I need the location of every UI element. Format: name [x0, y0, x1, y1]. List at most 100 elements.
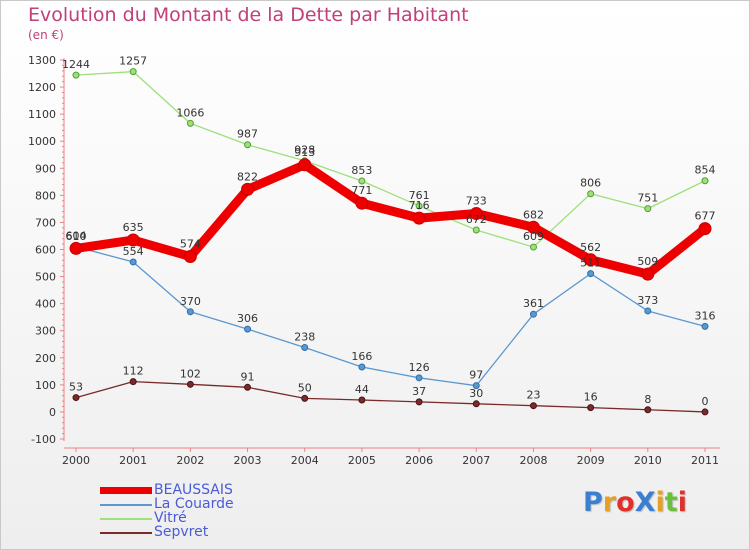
data-label: 8	[644, 393, 651, 406]
data-label: 1066	[176, 106, 204, 119]
logo-letter: P	[583, 487, 603, 518]
y-tick-label: 200	[35, 352, 56, 365]
legend-item-beaussais: BEAUSSAIS	[100, 482, 300, 498]
y-tick-label: 1000	[28, 135, 56, 148]
y-tick-label: 800	[35, 189, 56, 202]
data-point	[587, 404, 595, 412]
data-label: 306	[237, 312, 258, 325]
data-label: 716	[409, 199, 430, 212]
data-point	[186, 119, 194, 127]
data-point	[584, 253, 598, 267]
data-point	[415, 202, 423, 210]
data-point	[644, 406, 652, 414]
data-point	[301, 394, 309, 402]
data-point	[69, 241, 83, 255]
data-label: 574	[180, 238, 201, 251]
data-label: 511	[580, 257, 601, 270]
y-tick-label: 600	[35, 244, 56, 257]
data-label: 373	[637, 294, 658, 307]
chart-unit: (en €)	[28, 28, 64, 42]
data-point	[644, 307, 652, 315]
data-label: 238	[294, 330, 315, 343]
legend-item-sepvret: Sepvret	[100, 524, 300, 540]
data-label: 37	[412, 385, 426, 398]
data-label: 30	[469, 387, 483, 400]
series-line	[75, 246, 706, 387]
data-label: 562	[580, 241, 601, 254]
data-label: 928	[294, 144, 315, 157]
legend-item-la-couarde: La Couarde	[100, 496, 300, 512]
data-labels: 53 112 102 91 50 44 37 30 23 16 8 0 610 554 370 306 238 1…	[62, 55, 716, 408]
logo-letter: i	[655, 487, 665, 518]
x-tick-label: 2005	[348, 454, 376, 467]
data-point	[698, 222, 712, 236]
data-label: 166	[351, 350, 372, 363]
data-label: 91	[241, 370, 255, 383]
data-point	[72, 394, 80, 402]
data-label: 97	[469, 369, 483, 382]
data-label: 0	[702, 395, 709, 408]
data-label: 987	[237, 128, 258, 141]
x-tick-label: 2010	[634, 454, 662, 467]
legend-label: Sepvret	[154, 524, 209, 540]
data-point	[186, 380, 194, 388]
data-point	[358, 396, 366, 404]
logo-letter: r	[602, 487, 617, 518]
data-label: 672	[466, 213, 487, 226]
data-point	[129, 378, 137, 386]
y-tick-label: 1300	[28, 54, 56, 67]
data-point	[587, 190, 595, 198]
y-tick-label: 400	[35, 298, 56, 311]
y-tick-label: 1100	[28, 108, 56, 121]
data-point	[301, 343, 309, 351]
legend-label: Vitré	[154, 510, 187, 526]
x-tick-label: 2009	[577, 454, 605, 467]
line-chart: -100010020030040050060070080090010001100…	[28, 54, 720, 467]
data-point	[358, 177, 366, 185]
logo-letter: i	[677, 487, 687, 518]
data-point	[701, 177, 709, 185]
data-label: 913	[294, 146, 315, 159]
data-point	[183, 250, 197, 264]
x-tick-label: 2011	[691, 454, 719, 467]
data-point	[701, 408, 709, 416]
y-tick-label: 300	[35, 325, 56, 338]
legend-label: BEAUSSAIS	[154, 482, 233, 498]
data-point	[469, 206, 483, 220]
data-label: 609	[523, 230, 544, 243]
y-tick-label: 100	[35, 379, 56, 392]
data-label: 604	[66, 229, 87, 242]
data-point	[298, 158, 312, 172]
data-label: 610	[66, 230, 87, 243]
data-label: 677	[695, 210, 716, 223]
legend-swatch	[100, 504, 152, 506]
series-points	[69, 68, 712, 416]
data-point	[186, 308, 194, 316]
series-line	[75, 70, 706, 248]
data-label: 853	[351, 164, 372, 177]
x-tick-label: 2003	[234, 454, 262, 467]
data-label: 554	[123, 245, 144, 258]
proxiti-logo: ProXiti	[583, 487, 687, 518]
data-point	[412, 211, 426, 225]
data-label: 23	[526, 389, 540, 402]
x-tick-label: 2008	[519, 454, 547, 467]
data-point	[129, 258, 137, 266]
data-label: 761	[409, 189, 430, 202]
data-label: 822	[237, 170, 258, 183]
data-label: 682	[523, 208, 544, 221]
data-label: 53	[69, 381, 83, 394]
data-point	[415, 398, 423, 406]
series-line	[71, 160, 710, 279]
data-point	[472, 226, 480, 234]
data-label: 316	[695, 309, 716, 322]
data-label: 126	[409, 361, 430, 374]
data-label: 1257	[119, 55, 147, 68]
data-label: 806	[580, 177, 601, 190]
data-label: 635	[123, 221, 144, 234]
legend-swatch	[100, 487, 152, 494]
x-tick-label: 2002	[176, 454, 204, 467]
x-tick-label: 2006	[405, 454, 433, 467]
logo-letter: o	[616, 487, 635, 518]
